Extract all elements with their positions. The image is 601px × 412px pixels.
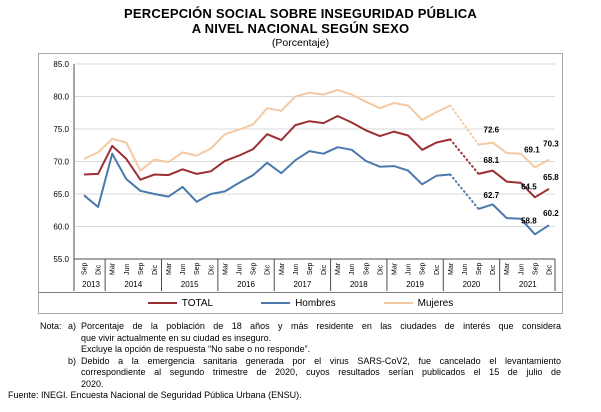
svg-text:Dic: Dic bbox=[96, 264, 103, 275]
legend-item-total: TOTAL bbox=[147, 297, 214, 309]
svg-text:62.7: 62.7 bbox=[484, 191, 500, 200]
chart-subtitle: (Porcentaje) bbox=[271, 37, 330, 49]
note-a-line3: Excluye la opción de respuesta “No sabe … bbox=[81, 344, 311, 354]
note-a: Nota: a) Porcentaje de la población de 1… bbox=[40, 321, 561, 356]
svg-text:65.0: 65.0 bbox=[53, 190, 69, 199]
svg-text:Dic: Dic bbox=[490, 264, 497, 275]
svg-text:2021: 2021 bbox=[519, 280, 537, 289]
hombres-line-swatch bbox=[261, 302, 291, 304]
chart-title-line1: PERCEPCIÓN SOCIAL SOBRE INSEGURIDAD PÚBL… bbox=[124, 6, 477, 21]
svg-text:Sep: Sep bbox=[194, 262, 201, 275]
svg-text:65.8: 65.8 bbox=[543, 173, 559, 182]
svg-text:Jun: Jun bbox=[180, 264, 187, 275]
svg-text:Dic: Dic bbox=[152, 264, 159, 275]
note-b-line3: 2020. bbox=[81, 378, 104, 389]
source-line: Fuente: INEGI. Encuesta Nacional de Segu… bbox=[8, 390, 302, 400]
svg-text:Sep: Sep bbox=[476, 262, 483, 275]
svg-text:58.8: 58.8 bbox=[521, 216, 537, 225]
note-b: b) Debido a la emergencia sanitaria gene… bbox=[40, 356, 561, 391]
svg-text:Sep: Sep bbox=[138, 262, 145, 275]
legend-item-mujeres: Mujeres bbox=[383, 297, 454, 309]
svg-text:Mar: Mar bbox=[391, 262, 398, 275]
svg-text:2015: 2015 bbox=[181, 280, 199, 289]
svg-text:Jun: Jun bbox=[518, 264, 525, 275]
svg-text:Sep: Sep bbox=[307, 262, 314, 275]
note-b-spacer bbox=[40, 356, 68, 391]
legend-label-mujeres: Mujeres bbox=[417, 297, 454, 309]
svg-text:Jun: Jun bbox=[406, 264, 413, 275]
svg-text:Dic: Dic bbox=[434, 264, 441, 275]
svg-text:Sep: Sep bbox=[420, 262, 427, 275]
legend-item-hombres: Hombres bbox=[261, 298, 336, 309]
note-a-label: a) bbox=[68, 321, 77, 331]
svg-text:Mar: Mar bbox=[222, 262, 229, 275]
svg-text:Jun: Jun bbox=[462, 264, 469, 275]
legend-label-hombres: Hombres bbox=[295, 297, 336, 309]
svg-text:Dic: Dic bbox=[377, 264, 384, 275]
svg-text:Sep: Sep bbox=[251, 262, 258, 275]
svg-text:Sep: Sep bbox=[532, 262, 539, 275]
chart-box: 85.0 80.0 75.0 70.0 65.0 60.0 55.0 Sep Dic 2013 Ma… bbox=[38, 53, 563, 314]
svg-text:Mar: Mar bbox=[448, 262, 455, 275]
svg-text:Jun: Jun bbox=[124, 264, 131, 275]
note-b-line2: correspondiente al segundo trimestre de … bbox=[81, 367, 561, 377]
notes: Nota: a) Porcentaje de la población de 1… bbox=[40, 321, 561, 390]
chart-canvas: 85.0 80.0 75.0 70.0 65.0 60.0 55.0 Sep Dic 2013 Ma… bbox=[53, 60, 559, 291]
note-a-text: Porcentaje de la población de 18 años y … bbox=[81, 321, 561, 356]
svg-text:Sep: Sep bbox=[82, 262, 89, 275]
svg-text:70.3: 70.3 bbox=[543, 140, 559, 149]
svg-text:2014: 2014 bbox=[124, 280, 142, 289]
chart-header: PERCEPCIÓN SOCIAL SOBRE INSEGURIDAD PÚBL… bbox=[0, 0, 601, 50]
svg-text:60.0: 60.0 bbox=[53, 223, 69, 232]
svg-text:68.1: 68.1 bbox=[484, 156, 500, 165]
svg-text:Jun: Jun bbox=[293, 264, 300, 275]
svg-text:72.6: 72.6 bbox=[484, 126, 500, 135]
note-b-line1: Debido a la emergencia sanitaria generad… bbox=[81, 355, 561, 366]
note-a-line2: que vivir actualmente en su ciudad es in… bbox=[81, 332, 272, 343]
svg-text:Sep: Sep bbox=[363, 262, 370, 275]
svg-text:64.5: 64.5 bbox=[521, 182, 537, 191]
svg-text:Dic: Dic bbox=[321, 264, 328, 275]
svg-text:2019: 2019 bbox=[406, 280, 424, 289]
svg-text:Dic: Dic bbox=[265, 264, 272, 275]
mujeres-line-swatch bbox=[383, 302, 413, 304]
svg-text:70.0: 70.0 bbox=[53, 158, 69, 167]
svg-text:85.0: 85.0 bbox=[53, 60, 69, 69]
nota-label: Nota: bbox=[40, 321, 62, 331]
svg-text:2016: 2016 bbox=[237, 280, 255, 289]
svg-text:Jun: Jun bbox=[236, 264, 243, 275]
svg-text:Jun: Jun bbox=[349, 264, 356, 275]
svg-text:80.0: 80.0 bbox=[53, 93, 69, 102]
total-line-swatch bbox=[147, 302, 177, 304]
svg-text:Mar: Mar bbox=[166, 262, 173, 275]
legend-label-total: TOTAL bbox=[181, 297, 214, 309]
svg-text:69.1: 69.1 bbox=[524, 145, 540, 154]
svg-text:Mar: Mar bbox=[335, 262, 342, 275]
chart-title-line2: A NIVEL NACIONAL SEGÚN SEXO bbox=[191, 21, 410, 36]
note-b-label: b) bbox=[68, 355, 77, 366]
svg-text:2018: 2018 bbox=[350, 280, 368, 289]
chart-legend: TOTAL Hombres Mujeres bbox=[39, 292, 562, 313]
svg-text:Mar: Mar bbox=[279, 262, 286, 275]
svg-text:Mar: Mar bbox=[110, 262, 117, 275]
svg-text:Dic: Dic bbox=[546, 264, 553, 275]
svg-text:55.0: 55.0 bbox=[53, 255, 69, 264]
note-b-text: Debido a la emergencia sanitaria generad… bbox=[81, 356, 561, 391]
svg-text:Dic: Dic bbox=[208, 264, 215, 275]
svg-text:2013: 2013 bbox=[82, 280, 100, 289]
svg-text:75.0: 75.0 bbox=[53, 125, 69, 134]
svg-text:Mar: Mar bbox=[504, 262, 511, 275]
svg-text:2017: 2017 bbox=[293, 280, 311, 289]
svg-text:2020: 2020 bbox=[463, 280, 481, 289]
svg-text:60.2: 60.2 bbox=[543, 209, 559, 218]
note-a-line1: Porcentaje de la población de 18 años y … bbox=[81, 321, 561, 331]
